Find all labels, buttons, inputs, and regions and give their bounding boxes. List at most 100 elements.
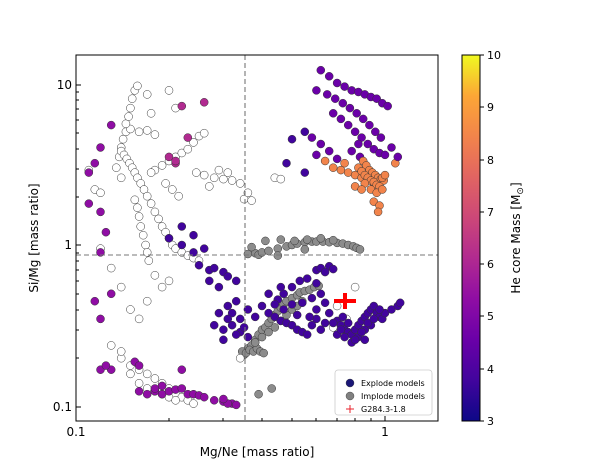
explode-point bbox=[142, 389, 152, 399]
explode-point bbox=[282, 158, 291, 168]
explode-point bbox=[231, 296, 241, 306]
explode-point bbox=[227, 308, 237, 318]
implode-point bbox=[259, 348, 268, 358]
legend-marker-implode bbox=[345, 391, 355, 401]
explode-point bbox=[373, 207, 383, 217]
legend: Explode models Implode models G284.3-1.8 bbox=[334, 369, 433, 416]
explode-point bbox=[183, 133, 193, 142]
observation-marker bbox=[334, 293, 356, 309]
explode-point bbox=[320, 156, 330, 166]
explode-point bbox=[345, 103, 355, 113]
explode-point bbox=[307, 320, 317, 330]
implode-point bbox=[126, 369, 135, 379]
implode-point bbox=[270, 323, 280, 332]
plot-frame bbox=[75, 54, 439, 422]
explode-point bbox=[270, 312, 280, 322]
explode-point bbox=[378, 185, 387, 194]
implode-point bbox=[142, 126, 152, 135]
explode-point bbox=[312, 150, 321, 160]
implode-point bbox=[168, 185, 177, 194]
explode-point bbox=[330, 94, 340, 103]
explode-point bbox=[372, 94, 381, 103]
implode-point bbox=[227, 176, 237, 185]
implode-point bbox=[144, 256, 154, 265]
implode-point bbox=[273, 251, 283, 260]
explode-point bbox=[393, 152, 403, 162]
colorbar-ticks bbox=[480, 54, 484, 422]
implode-point bbox=[350, 282, 360, 292]
implode-point bbox=[150, 130, 160, 139]
explode-point bbox=[340, 82, 349, 91]
implode-point bbox=[250, 338, 260, 347]
implode-point bbox=[142, 191, 152, 201]
explode-point bbox=[235, 314, 245, 324]
explode-point bbox=[307, 133, 317, 142]
implode-point bbox=[205, 182, 214, 191]
implode-point bbox=[146, 199, 156, 208]
explode-point bbox=[316, 289, 326, 299]
explode-point bbox=[157, 381, 167, 391]
explode-point bbox=[324, 146, 334, 156]
implode-point bbox=[121, 119, 131, 129]
explode-point bbox=[96, 314, 105, 324]
explode-point bbox=[101, 361, 111, 370]
y-axis: 0.1 1 10 Si/Mg [mass ratio] bbox=[27, 78, 81, 414]
explode-point bbox=[395, 298, 405, 308]
colorbar-tick-label-4: 4 bbox=[487, 363, 494, 376]
explode-point bbox=[209, 320, 219, 330]
implode-point bbox=[130, 195, 140, 205]
colorbar: 3 4 5 6 7 8 9 10 He core Mass [M⊙] bbox=[461, 49, 526, 428]
implode-point bbox=[146, 168, 156, 177]
explode-point bbox=[231, 276, 241, 286]
explode-point bbox=[312, 279, 321, 288]
explode-point bbox=[164, 234, 174, 243]
implode-point bbox=[142, 90, 152, 99]
explode-point bbox=[264, 308, 273, 318]
x-tick-label-0.1: 0.1 bbox=[66, 425, 85, 439]
implode-point bbox=[254, 389, 263, 399]
explode-point bbox=[302, 274, 312, 283]
reference-lines bbox=[76, 55, 438, 421]
implode-point bbox=[116, 173, 126, 183]
explode-point bbox=[199, 98, 209, 107]
implode-point bbox=[219, 174, 228, 184]
explode-point bbox=[96, 143, 105, 152]
explode-point bbox=[328, 109, 338, 118]
explode-point bbox=[383, 101, 392, 111]
explode-point bbox=[287, 134, 297, 144]
y-tick-label-1: 1 bbox=[64, 238, 72, 252]
y-tick-label-0.1: 0.1 bbox=[53, 400, 72, 414]
implode-point bbox=[154, 214, 163, 224]
implode-point bbox=[118, 134, 128, 144]
implode-point bbox=[264, 327, 273, 337]
implode-point bbox=[300, 245, 310, 254]
implode-point bbox=[261, 236, 270, 246]
explode-point bbox=[194, 260, 204, 270]
implode-point bbox=[223, 168, 233, 177]
explode-point bbox=[316, 65, 326, 75]
explode-point bbox=[209, 263, 219, 273]
explode-point bbox=[295, 276, 305, 286]
explode-point bbox=[332, 78, 342, 88]
explode-point bbox=[177, 384, 187, 393]
explode-point bbox=[219, 335, 228, 345]
explode-point bbox=[307, 293, 317, 303]
explode-point bbox=[189, 248, 198, 257]
explode-point bbox=[223, 272, 233, 281]
implode-point bbox=[157, 161, 167, 170]
explode-point bbox=[363, 318, 373, 328]
explode-point bbox=[171, 156, 180, 166]
implode-point bbox=[276, 235, 286, 244]
implode-point bbox=[126, 305, 135, 314]
explode-point bbox=[322, 90, 332, 99]
colorbar-tick-label-8: 8 bbox=[487, 154, 494, 167]
implode-point bbox=[142, 248, 152, 257]
explode-point bbox=[340, 158, 349, 168]
implode-point bbox=[235, 179, 245, 188]
implode-point bbox=[142, 369, 152, 379]
implode-point bbox=[127, 94, 137, 103]
implode-point bbox=[171, 396, 180, 405]
explode-point bbox=[239, 323, 249, 332]
explode-point bbox=[177, 240, 187, 250]
